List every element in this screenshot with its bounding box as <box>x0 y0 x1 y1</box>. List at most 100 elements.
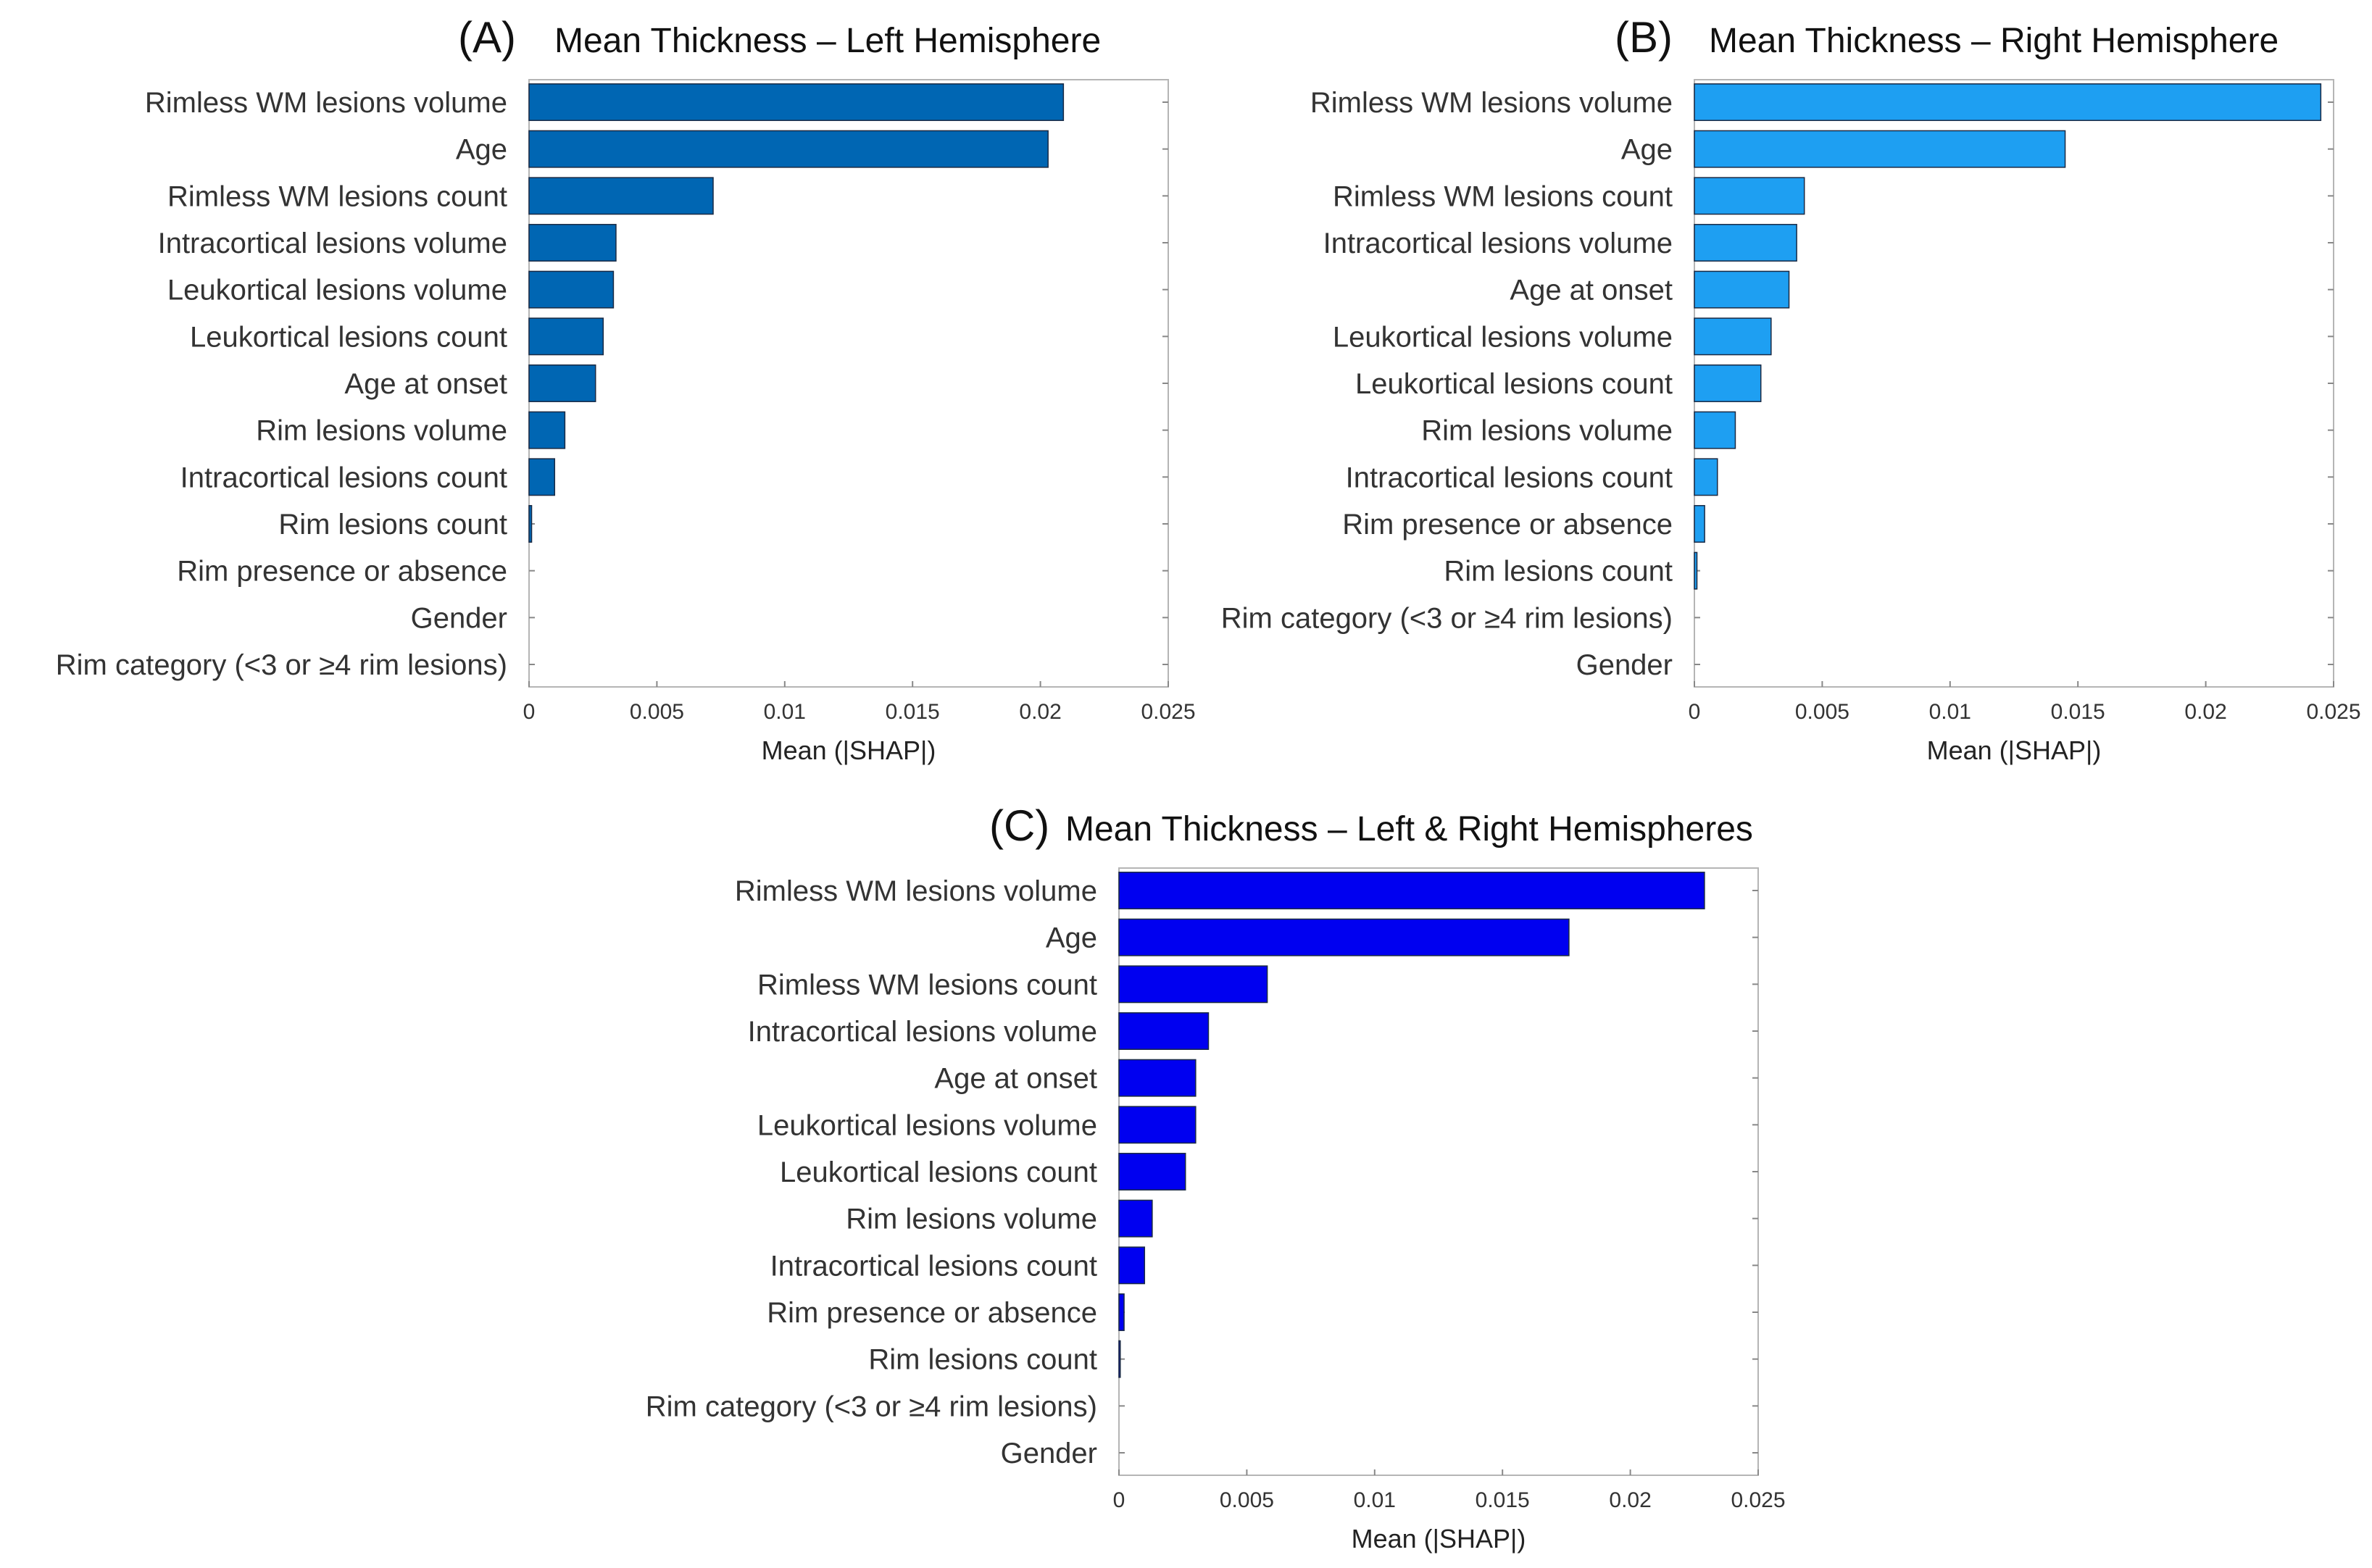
x-tick-label: 0.01 <box>1929 700 1971 724</box>
category-label: Rimless WM lesions count <box>1333 180 1673 212</box>
bar <box>1118 965 1268 1004</box>
bar <box>528 317 604 356</box>
bar <box>1694 551 1698 590</box>
category-label: Age at onset <box>344 368 507 400</box>
x-tick-label: 0.02 <box>1609 1488 1651 1512</box>
x-axis-title: Mean (|SHAP|) <box>762 735 936 765</box>
category-label: Leukortical lesions count <box>1355 368 1673 400</box>
category-label: Rim presence or absence <box>767 1297 1097 1329</box>
category-label: Age <box>1621 134 1673 166</box>
category-label: Rim lesions volume <box>846 1204 1097 1235</box>
plot-frame <box>1118 867 1759 1476</box>
x-tick-label: 0.025 <box>1731 1488 1785 1512</box>
category-label: Rim presence or absence <box>1342 509 1673 541</box>
category-label: Leukortical lesions volume <box>167 275 507 306</box>
category-label: Intracortical lesions volume <box>1323 228 1673 259</box>
plot-frame <box>1694 79 2334 688</box>
bar <box>1118 1340 1121 1378</box>
category-label: Rim category (<3 or ≥4 rim lesions) <box>1221 602 1673 634</box>
bar <box>528 130 1049 168</box>
x-tick-label: 0 <box>1689 700 1701 724</box>
category-label: Intracortical lesions count <box>180 462 507 493</box>
bar <box>1118 872 1705 909</box>
x-tick-label: 0.01 <box>764 700 806 724</box>
bar <box>528 224 617 262</box>
x-tick-label: 0.015 <box>1476 1488 1530 1512</box>
bar <box>528 364 596 402</box>
x-axis-title: Mean (|SHAP|) <box>1352 1524 1526 1554</box>
category-label: Rim presence or absence <box>177 556 507 588</box>
chart-title: Mean Thickness – Left & Right Hemisphere… <box>1065 810 1753 848</box>
category-label: Gender <box>1576 649 1673 681</box>
bar <box>1694 317 1772 356</box>
x-tick-label: 0.005 <box>630 700 684 724</box>
category-label: Age at onset <box>934 1063 1097 1095</box>
x-tick-label: 0 <box>523 700 536 724</box>
x-tick-label: 0.005 <box>1220 1488 1274 1512</box>
x-tick-label: 0.015 <box>2051 700 2105 724</box>
category-label: Leukortical lesions count <box>190 321 507 353</box>
x-tick-label: 0.025 <box>2306 700 2360 724</box>
category-label: Leukortical lesions volume <box>1333 321 1673 353</box>
category-label: Rim lesions count <box>868 1344 1097 1376</box>
category-label: Rim category (<3 or ≥4 rim lesions) <box>56 649 507 681</box>
bar <box>528 270 615 309</box>
x-tick-label: 0.015 <box>886 700 940 724</box>
bar <box>1694 224 1797 262</box>
category-label: Rimless WM lesions volume <box>735 875 1097 907</box>
x-tick-label: 0.025 <box>1141 700 1195 724</box>
bar <box>1694 505 1705 543</box>
category-label: Rim lesions count <box>278 509 507 541</box>
category-label: Intracortical lesions volume <box>748 1016 1097 1048</box>
panel-letter: (A) <box>458 13 516 62</box>
bar <box>1694 270 1790 309</box>
category-label: Intracortical lesions count <box>770 1250 1097 1282</box>
x-axis-title: Mean (|SHAP|) <box>1927 735 2102 765</box>
category-label: Age <box>456 134 507 166</box>
category-label: Intracortical lesions volume <box>158 228 507 259</box>
chart-title: Mean Thickness – Right Hemisphere <box>1709 22 2279 60</box>
bar <box>1118 1153 1186 1190</box>
panel-letter: (C) <box>989 801 1049 850</box>
category-label: Rim category (<3 or ≥4 rim lesions) <box>646 1390 1097 1422</box>
category-label: Intracortical lesions count <box>1346 462 1673 493</box>
category-label: Gender <box>1001 1438 1097 1469</box>
category-label: Rim lesions volume <box>1421 415 1673 447</box>
panel-b: (B) Mean Thickness – Right Hemisphere Riml… <box>1221 13 2361 765</box>
category-label: Rimless WM lesions volume <box>1310 87 1673 119</box>
bar <box>528 177 714 215</box>
panel-letter: (B) <box>1615 13 1673 62</box>
category-label: Rimless WM lesions count <box>757 969 1097 1001</box>
category-label: Age at onset <box>1510 275 1673 306</box>
bar <box>1694 458 1718 496</box>
x-tick-label: 0.02 <box>2184 700 2226 724</box>
x-tick-label: 0.01 <box>1354 1488 1396 1512</box>
bar <box>1118 1199 1153 1238</box>
category-label: Leukortical lesions volume <box>757 1109 1097 1141</box>
chart-title: Mean Thickness – Left Hemisphere <box>554 22 1101 60</box>
bar <box>1694 177 1805 215</box>
bar <box>1694 411 1736 449</box>
bar <box>1694 130 2066 168</box>
bar <box>528 458 556 496</box>
bar <box>1118 1293 1125 1331</box>
bar <box>528 83 1065 121</box>
x-tick-label: 0.02 <box>1019 700 1061 724</box>
bar <box>1118 1059 1197 1097</box>
category-label: Age <box>1046 922 1097 954</box>
panel-c: (C) Mean Thickness – Left & Right Hemisph… <box>646 801 1786 1554</box>
category-label: Rim lesions count <box>1444 556 1673 588</box>
category-label: Rim lesions volume <box>256 415 507 447</box>
bar <box>1118 1012 1210 1050</box>
bar <box>1118 1106 1197 1144</box>
panel-a: (A) Mean Thickness – Left Hemisphere Rimle… <box>56 13 1196 765</box>
x-tick-label: 0 <box>1113 1488 1125 1512</box>
bar <box>1694 364 1762 402</box>
category-label: Leukortical lesions count <box>780 1156 1097 1188</box>
x-tick-label: 0.005 <box>1795 700 1849 724</box>
bar <box>528 505 533 543</box>
bar <box>1694 83 2322 121</box>
category-label: Gender <box>411 602 507 634</box>
bar <box>528 411 566 449</box>
